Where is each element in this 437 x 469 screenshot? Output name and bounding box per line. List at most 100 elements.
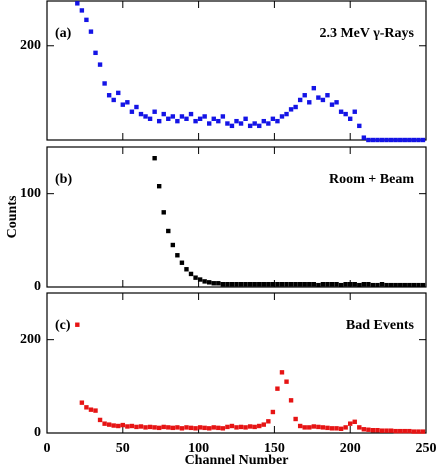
point	[179, 260, 185, 265]
point	[216, 118, 221, 124]
point	[411, 137, 417, 143]
point	[297, 282, 303, 287]
point	[352, 419, 357, 424]
point	[188, 425, 194, 431]
point	[407, 428, 412, 434]
x-tick-label: 250	[416, 441, 437, 456]
point	[197, 277, 203, 282]
point	[102, 81, 107, 86]
point	[266, 282, 271, 287]
point	[252, 282, 257, 287]
point	[79, 8, 85, 13]
point	[207, 280, 212, 285]
x-axis-label: Channel Number	[185, 453, 289, 468]
point	[420, 282, 426, 288]
point	[284, 282, 289, 287]
point	[238, 121, 244, 126]
point	[175, 425, 180, 430]
point	[357, 425, 362, 430]
point	[147, 116, 153, 121]
point	[170, 425, 176, 431]
point	[120, 102, 125, 107]
point	[193, 118, 198, 124]
point	[334, 100, 339, 105]
point	[348, 282, 353, 287]
point	[398, 428, 403, 434]
point	[166, 425, 171, 430]
point	[152, 156, 157, 161]
point	[247, 123, 253, 129]
point	[288, 282, 294, 287]
point	[379, 137, 385, 143]
point	[202, 114, 207, 119]
point	[211, 425, 216, 430]
point	[79, 400, 85, 405]
point	[338, 109, 344, 114]
y-axis-label: Counts	[5, 195, 20, 238]
point	[106, 93, 112, 98]
point	[129, 109, 135, 114]
point	[398, 282, 403, 288]
point	[375, 428, 380, 433]
point	[238, 424, 244, 430]
point	[384, 137, 389, 143]
point	[384, 428, 389, 433]
point	[293, 282, 298, 287]
x-tick-label: 150	[264, 441, 285, 456]
point	[238, 282, 244, 287]
y-tick-label: 200	[20, 38, 41, 53]
point	[184, 267, 189, 272]
point	[156, 118, 162, 124]
point	[338, 426, 344, 431]
point	[352, 109, 357, 114]
point	[325, 425, 330, 431]
point	[102, 421, 107, 426]
point	[357, 123, 362, 129]
point	[398, 137, 403, 143]
point	[416, 282, 421, 288]
point	[243, 282, 248, 287]
point	[143, 425, 148, 430]
point	[179, 426, 185, 431]
point	[97, 417, 103, 423]
point	[348, 116, 353, 121]
point	[420, 137, 426, 143]
point	[93, 50, 98, 56]
point	[320, 97, 326, 103]
y-tick-label: 100	[20, 186, 41, 201]
point	[361, 135, 367, 140]
point	[334, 426, 339, 431]
point	[316, 95, 321, 100]
point	[370, 428, 376, 433]
point	[379, 428, 385, 433]
point	[393, 428, 398, 434]
point	[366, 282, 371, 287]
point	[343, 282, 348, 287]
point	[193, 275, 198, 280]
point	[166, 116, 171, 121]
point	[116, 90, 121, 96]
point	[279, 370, 285, 375]
point	[348, 421, 353, 426]
point	[161, 111, 166, 117]
point	[366, 137, 371, 143]
point	[293, 104, 298, 110]
point	[375, 282, 380, 288]
point	[370, 282, 376, 288]
point	[357, 282, 362, 288]
point	[261, 282, 266, 287]
point	[325, 93, 330, 98]
point	[316, 424, 321, 430]
point	[252, 424, 257, 430]
point	[393, 282, 398, 288]
point	[334, 282, 339, 287]
point	[125, 100, 130, 105]
point	[257, 123, 262, 129]
point	[284, 111, 289, 117]
point	[134, 104, 139, 110]
point	[416, 429, 421, 434]
point	[411, 282, 417, 288]
panel-label: (b)	[55, 172, 72, 187]
point	[302, 282, 307, 287]
